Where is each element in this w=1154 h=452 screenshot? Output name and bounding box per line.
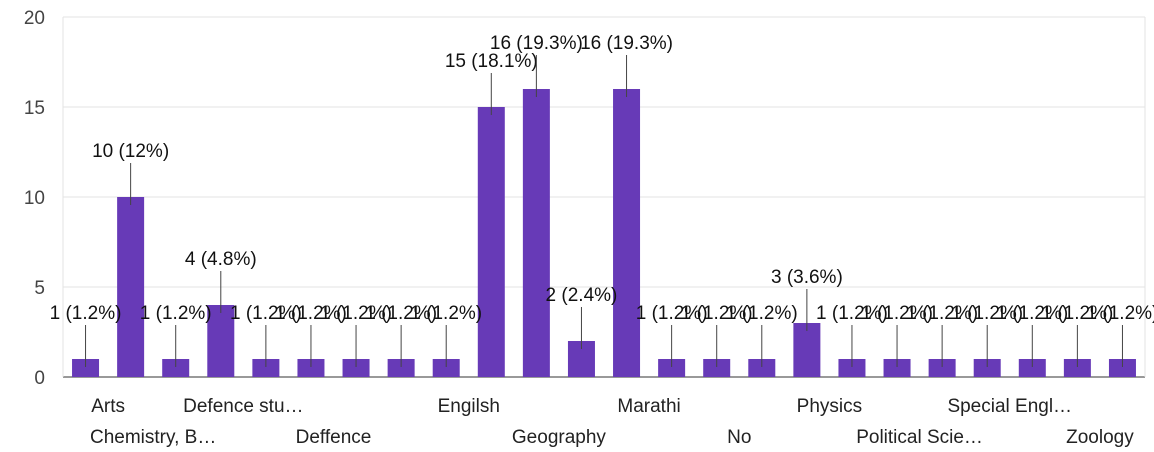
data-label: 1 (1.2%) <box>996 303 1068 324</box>
x-tick-label: Marathi <box>617 396 680 417</box>
bar <box>793 323 821 377</box>
data-label: 1 (1.2%) <box>906 303 978 324</box>
bar <box>207 305 235 377</box>
x-tick-label: No <box>727 427 751 448</box>
bar <box>162 359 190 377</box>
x-axis-ticks: Arts Chemistry, B… Defence stu… Deffence Eng… <box>90 396 1134 448</box>
x-tick-label: Arts <box>91 396 125 417</box>
y-tick-label: 10 <box>24 188 45 209</box>
data-label: 1 (1.2%) <box>861 303 933 324</box>
data-label: 1 (1.2%) <box>636 303 708 324</box>
bars <box>72 89 1136 377</box>
data-label: 1 (1.2%) <box>410 303 482 324</box>
data-label: 1 (1.2%) <box>1041 303 1113 324</box>
bar <box>477 107 505 377</box>
data-label: 1 (1.2%) <box>951 303 1023 324</box>
gridlines <box>62 16 1146 378</box>
bar <box>432 359 460 377</box>
data-label: 1 (1.2%) <box>275 303 347 324</box>
data-label: 16 (19.3%) <box>580 33 673 54</box>
data-label: 1 (1.2%) <box>726 303 798 324</box>
x-tick-label: Zoology <box>1066 427 1134 448</box>
data-label: 1 (1.2%) <box>1087 303 1154 324</box>
bar <box>1018 359 1046 377</box>
data-label: 1 (1.2%) <box>50 303 122 324</box>
y-tick-label: 15 <box>24 98 45 119</box>
data-labels: 1 (1.2%) 10 (12%) 1 (1.2%) 4 (4.8%) 1 (1.2%)… <box>50 33 1154 367</box>
bar <box>658 359 686 377</box>
x-tick-label: Geography <box>512 427 607 448</box>
bar <box>252 359 280 377</box>
data-label: 1 (1.2%) <box>681 303 753 324</box>
y-tick-label: 5 <box>34 278 45 299</box>
bar <box>883 359 911 377</box>
data-label: 3 (3.6%) <box>771 267 843 288</box>
data-label: 16 (19.3%) <box>490 33 583 54</box>
x-tick-label: Engilsh <box>438 396 500 417</box>
data-label: 15 (18.1%) <box>445 51 538 72</box>
bar <box>387 359 415 377</box>
data-label: 10 (12%) <box>92 141 169 162</box>
bar <box>1108 359 1136 377</box>
bar <box>748 359 776 377</box>
bar <box>117 197 145 377</box>
x-tick-label: Political Scie… <box>856 427 983 448</box>
data-label: 2 (2.4%) <box>546 285 618 306</box>
bar <box>522 89 550 377</box>
x-tick-label: Deffence <box>296 427 372 448</box>
x-tick-label: Physics <box>797 396 862 417</box>
bar <box>928 359 956 377</box>
bar <box>838 359 866 377</box>
bar <box>342 359 370 377</box>
y-tick-label: 0 <box>34 368 45 389</box>
data-label: 1 (1.2%) <box>230 303 302 324</box>
bar <box>703 359 731 377</box>
y-tick-label: 20 <box>24 8 45 29</box>
bar <box>1063 359 1091 377</box>
data-label: 1 (1.2%) <box>320 303 392 324</box>
y-axis-ticks: 0 5 10 15 20 <box>24 8 45 389</box>
data-label: 1 (1.2%) <box>140 303 212 324</box>
bar <box>72 359 100 377</box>
data-label: 1 (1.2%) <box>365 303 437 324</box>
bar <box>973 359 1001 377</box>
x-tick-label: Defence stu… <box>183 396 303 417</box>
data-label: 4 (4.8%) <box>185 249 257 270</box>
bar <box>297 359 325 377</box>
bar <box>613 89 641 377</box>
x-tick-label: Special Engl… <box>947 396 1072 417</box>
data-label: 1 (1.2%) <box>816 303 888 324</box>
x-tick-label: Chemistry, B… <box>90 427 216 448</box>
